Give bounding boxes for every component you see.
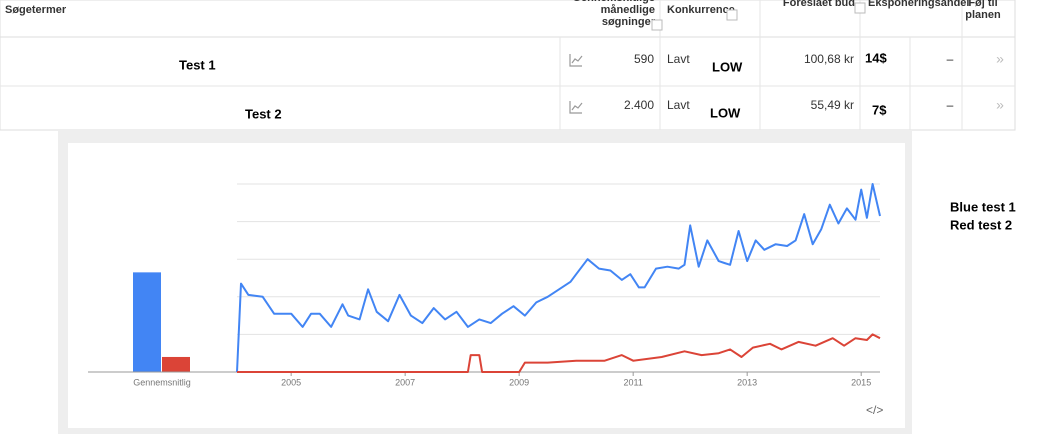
x-tick-label: 2007 [395, 377, 415, 387]
header-label: Føj til [968, 0, 997, 9]
chart-area [68, 143, 905, 428]
add-button[interactable]: » [996, 97, 1004, 113]
help-icon [854, 2, 866, 14]
x-tick-label: 2009 [509, 377, 529, 387]
bid-note: 14$ [865, 50, 887, 65]
header-label: Konkurrence [667, 4, 735, 16]
x-tick-label: 2015 [851, 377, 871, 387]
trend-line [237, 333, 881, 373]
header-label: månedlige [601, 4, 655, 16]
header-label: Eksponeringsandel [868, 0, 969, 9]
suggested-bid: 100,68 kr [804, 52, 854, 66]
x-tick-label: 2013 [737, 377, 757, 387]
x-tick-label: 2011 [623, 377, 642, 387]
searches: 590 [634, 52, 654, 66]
x-tick-label: 2005 [281, 377, 301, 387]
legend-note: Red test 2 [950, 217, 1012, 232]
searches: 2.400 [624, 98, 654, 112]
competition-note: LOW [712, 59, 743, 74]
competition: Lavt [667, 98, 690, 112]
header-label: søgninger [602, 16, 656, 28]
annotation: Test 2 [245, 106, 282, 121]
header-label: Foreslået bud [783, 0, 855, 9]
keyword-table [0, 0, 1016, 131]
bar [162, 356, 190, 372]
embed-icon[interactable]: </> [866, 403, 883, 417]
bar [133, 272, 161, 372]
trend-line [236, 183, 881, 373]
annotation: Test 1 [179, 57, 216, 72]
header-label: Søgetermer [5, 4, 67, 16]
help-icon [651, 19, 663, 31]
x-tick-label: Gennemsnitlig [133, 377, 191, 387]
share: – [947, 98, 954, 112]
share: – [947, 52, 954, 66]
trend-icons[interactable] [569, 54, 583, 114]
suggested-bid: 55,49 kr [811, 98, 854, 112]
add-button[interactable]: » [996, 51, 1004, 67]
header-label: Gennemsnitlige [572, 0, 655, 4]
legend-note: Blue test 1 [950, 199, 1016, 214]
competition-note: LOW [710, 105, 741, 120]
help-icon [726, 9, 738, 21]
competition: Lavt [667, 52, 690, 66]
header-label: planen [965, 9, 1001, 21]
bid-note: 7$ [872, 102, 887, 117]
